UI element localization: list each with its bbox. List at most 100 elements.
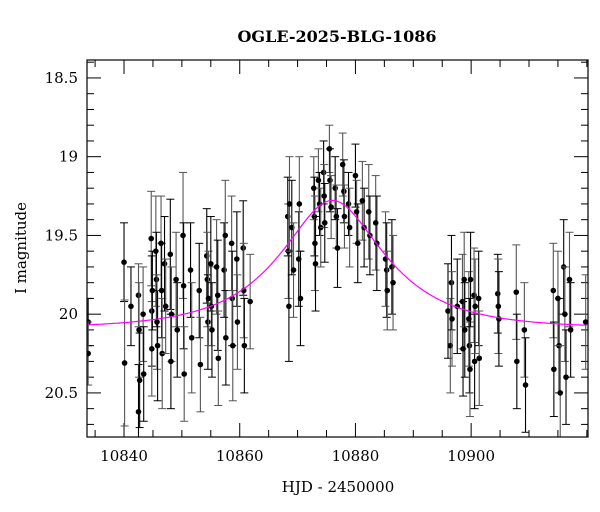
point-marker xyxy=(321,193,327,199)
data-point xyxy=(465,297,474,394)
point-marker xyxy=(223,334,229,341)
model-curve-group xyxy=(87,199,587,326)
point-marker xyxy=(204,276,211,283)
point-marker xyxy=(341,188,347,195)
data-point xyxy=(566,282,575,378)
data-point xyxy=(296,250,305,347)
point-marker xyxy=(522,382,529,388)
data-point xyxy=(120,299,129,427)
x-tick-label: 10880 xyxy=(332,447,380,465)
data-point xyxy=(465,321,474,418)
point-marker xyxy=(205,319,211,325)
point-marker xyxy=(312,240,318,247)
data-point xyxy=(221,179,230,292)
point-marker xyxy=(321,220,328,226)
point-marker xyxy=(333,213,340,220)
point-marker xyxy=(229,342,236,349)
point-marker xyxy=(149,287,156,294)
point-marker xyxy=(339,161,346,168)
point-marker xyxy=(461,276,467,283)
data-point xyxy=(364,164,373,260)
point-marker xyxy=(372,220,379,226)
point-marker xyxy=(135,409,142,415)
data-point xyxy=(474,250,483,347)
point-marker xyxy=(384,287,391,294)
point-marker xyxy=(128,303,134,310)
point-marker xyxy=(205,295,212,302)
data-point xyxy=(521,337,530,433)
point-marker xyxy=(181,371,187,377)
point-marker xyxy=(180,232,186,239)
point-marker xyxy=(383,267,390,273)
point-marker xyxy=(315,177,322,184)
model-curve xyxy=(87,199,587,326)
data-point xyxy=(148,250,157,331)
point-marker xyxy=(228,240,235,247)
y-tick-label: 19.5 xyxy=(45,226,78,244)
point-marker xyxy=(514,358,520,365)
point-marker xyxy=(328,204,334,210)
data-point xyxy=(147,190,156,287)
data-point xyxy=(206,216,215,312)
point-marker xyxy=(136,327,142,333)
data-point xyxy=(512,244,521,340)
data-point xyxy=(340,184,349,249)
point-marker xyxy=(154,342,161,349)
point-marker xyxy=(557,390,564,396)
data-point xyxy=(246,253,255,350)
point-marker xyxy=(168,358,174,365)
point-marker xyxy=(466,342,473,349)
tick-labels: 10840 10860 10880 10900 18.5 19 19.5 20 20.5 xyxy=(45,69,495,465)
point-marker xyxy=(148,235,155,242)
data-point xyxy=(475,310,484,407)
point-marker xyxy=(135,292,142,299)
point-marker xyxy=(214,292,221,299)
point-marker xyxy=(140,371,147,377)
point-marker xyxy=(467,366,473,373)
data-point xyxy=(166,313,175,410)
data-point xyxy=(371,175,380,271)
data-point xyxy=(179,171,188,299)
point-marker xyxy=(310,185,317,191)
data-point xyxy=(512,313,521,410)
x-tick-label: 10900 xyxy=(447,447,495,465)
data-point xyxy=(172,231,181,328)
point-marker xyxy=(234,256,240,262)
y-tick-label: 20.5 xyxy=(45,384,78,402)
data-point xyxy=(464,271,473,367)
data-point xyxy=(240,297,249,394)
point-marker xyxy=(582,319,588,325)
data-point xyxy=(311,216,320,312)
point-marker xyxy=(352,172,359,179)
data-point xyxy=(186,222,195,318)
data-point xyxy=(562,329,571,425)
point-marker xyxy=(167,251,174,258)
data-point xyxy=(126,266,135,347)
point-marker xyxy=(222,232,229,239)
point-marker xyxy=(312,260,319,267)
point-marker xyxy=(121,360,128,366)
point-marker xyxy=(472,303,478,310)
data-point xyxy=(351,143,360,208)
point-marker xyxy=(297,295,304,302)
data-point xyxy=(460,282,469,378)
point-marker xyxy=(390,279,396,286)
point-marker xyxy=(471,292,477,299)
point-marker xyxy=(197,361,204,368)
point-marker xyxy=(476,355,483,362)
data-point xyxy=(345,187,354,268)
data-point xyxy=(232,211,241,307)
point-marker xyxy=(241,342,248,349)
data-point xyxy=(352,179,361,244)
x-tick-label: 10860 xyxy=(216,447,264,465)
data-point xyxy=(147,301,156,397)
point-marker xyxy=(121,259,127,266)
point-marker xyxy=(521,327,528,333)
data-point xyxy=(195,242,204,339)
point-marker xyxy=(221,267,227,273)
point-marker xyxy=(87,350,91,357)
data-point xyxy=(207,282,216,378)
point-marker xyxy=(332,185,338,191)
point-marker xyxy=(148,346,155,352)
point-marker xyxy=(188,334,195,341)
